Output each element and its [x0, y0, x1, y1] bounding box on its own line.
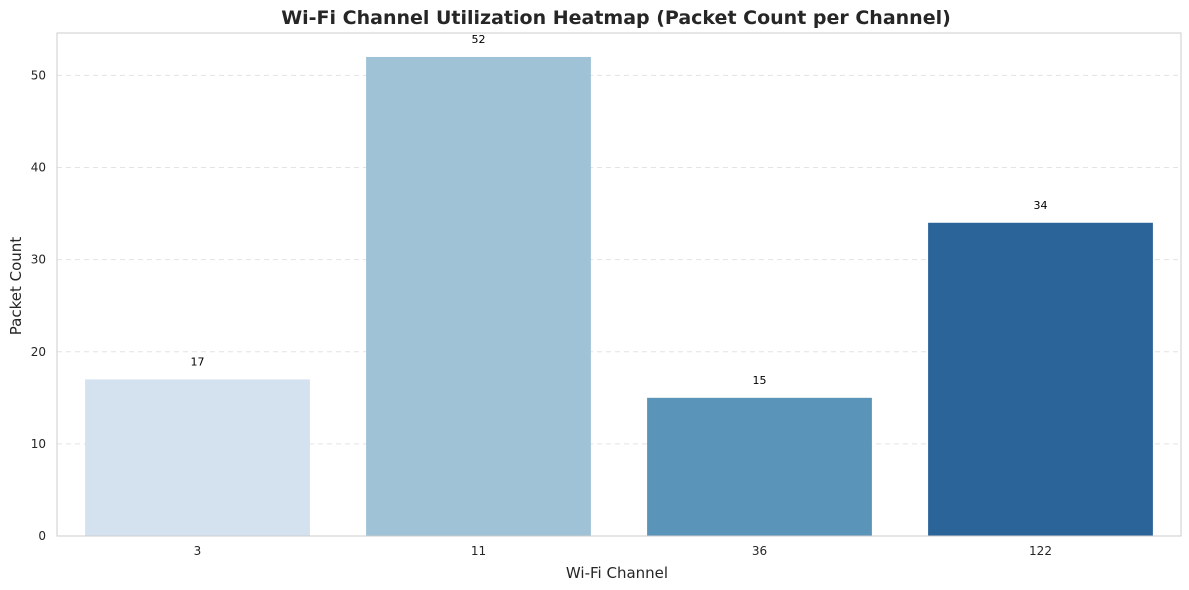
x-tick-label: 11 [471, 544, 486, 558]
x-tick-label: 122 [1029, 544, 1052, 558]
y-axis-ticks: 0 10 20 30 40 50 [31, 68, 46, 543]
bar [366, 56, 591, 536]
x-axis-label: Wi-Fi Channel [566, 564, 668, 582]
data-label: 17 [191, 355, 205, 368]
x-tick-label: 36 [752, 544, 767, 558]
plot-frame [56, 32, 1182, 537]
y-tick-label: 40 [31, 161, 46, 175]
x-tick-label: 3 [194, 544, 202, 558]
data-label: 34 [1034, 199, 1048, 212]
x-axis-ticks: 3 11 36 122 [194, 544, 1052, 558]
y-tick-label: 30 [31, 253, 46, 267]
y-axis-label: Packet Count [7, 237, 25, 336]
bar [85, 379, 310, 536]
data-label: 52 [472, 33, 486, 46]
chart-title: Wi-Fi Channel Utilization Heatmap (Packe… [281, 7, 951, 29]
y-tick-label: 10 [31, 437, 46, 451]
bars [85, 56, 1153, 536]
data-labels: 17 52 15 34 [191, 33, 1048, 387]
y-tick-label: 0 [38, 529, 46, 543]
y-tick-label: 20 [31, 345, 46, 359]
bar [647, 397, 872, 536]
bar [928, 222, 1153, 536]
y-tick-label: 50 [31, 68, 46, 82]
data-label: 15 [753, 374, 767, 387]
